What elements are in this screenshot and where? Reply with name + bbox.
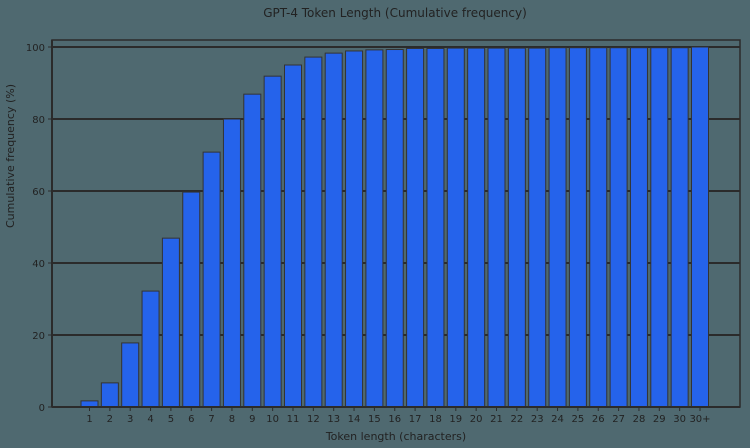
x-tick-label: 2 [107,414,113,425]
y-tick-label: 60 [32,187,45,198]
bar [304,56,323,408]
bar [222,118,241,408]
x-tick-label: 15 [368,414,381,425]
x-tick-label: 29 [653,414,666,425]
x-tick-label: 9 [249,414,255,425]
x-tick-label: 7 [208,414,214,425]
bar [365,49,384,408]
x-axis-label: Token length (characters) [325,430,467,443]
x-tick-label: 13 [327,414,340,425]
y-tick-label: 100 [26,43,45,54]
x-tick-label: 23 [531,414,544,425]
x-tick-label: 14 [348,414,361,425]
bar [121,342,140,408]
x-tick-label: 24 [551,414,564,425]
bar [609,47,628,408]
bar [284,64,302,408]
bar [406,47,425,408]
chart-title: GPT-4 Token Length (Cumulative frequency… [263,6,527,20]
bar [507,47,526,408]
bar [528,47,547,408]
bar [629,47,648,408]
x-tick-label: 18 [429,414,442,425]
bar [243,93,262,408]
bar [691,46,709,408]
y-tick-label: 40 [32,259,45,270]
x-tick-label: 30+ [689,414,710,425]
x-tick-label: 30 [673,414,686,425]
bar [100,382,119,408]
x-tick-label: 10 [266,414,279,425]
x-tick-label: 5 [168,414,174,425]
bar [182,191,201,408]
x-tick-label: 28 [633,414,646,425]
x-tick-label: 4 [147,414,153,425]
x-tick-label: 26 [592,414,605,425]
x-tick-label: 12 [307,414,320,425]
x-tick-label: 19 [449,414,462,425]
x-tick-label: 25 [572,414,585,425]
x-tick-label: 16 [388,414,401,425]
bar [385,49,404,408]
bar [487,47,506,408]
y-tick-label: 20 [32,331,45,342]
bar [263,75,282,408]
x-tick-label: 3 [127,414,133,425]
x-tick-label: 22 [510,414,523,425]
x-tick-label: 6 [188,414,194,425]
x-tick-label: 21 [490,414,503,425]
x-tick-label: 8 [229,414,235,425]
x-tick-label: 20 [470,414,483,425]
bar [650,47,669,408]
bar [141,290,160,408]
bar [589,47,608,408]
bar [446,47,465,408]
bar [345,50,364,408]
x-tick-label: 11 [287,414,300,425]
x-tick-label: 27 [612,414,625,425]
bar [467,47,486,408]
bar [548,47,567,408]
bar [324,52,343,408]
y-tick-label: 80 [32,115,45,126]
x-tick-label: 17 [409,414,422,425]
x-tick-label: 1 [86,414,92,425]
bar [568,47,587,408]
y-tick-label: 0 [39,403,45,414]
bar [202,151,221,408]
bar [426,47,445,408]
bar [670,47,689,408]
bar [161,237,180,408]
